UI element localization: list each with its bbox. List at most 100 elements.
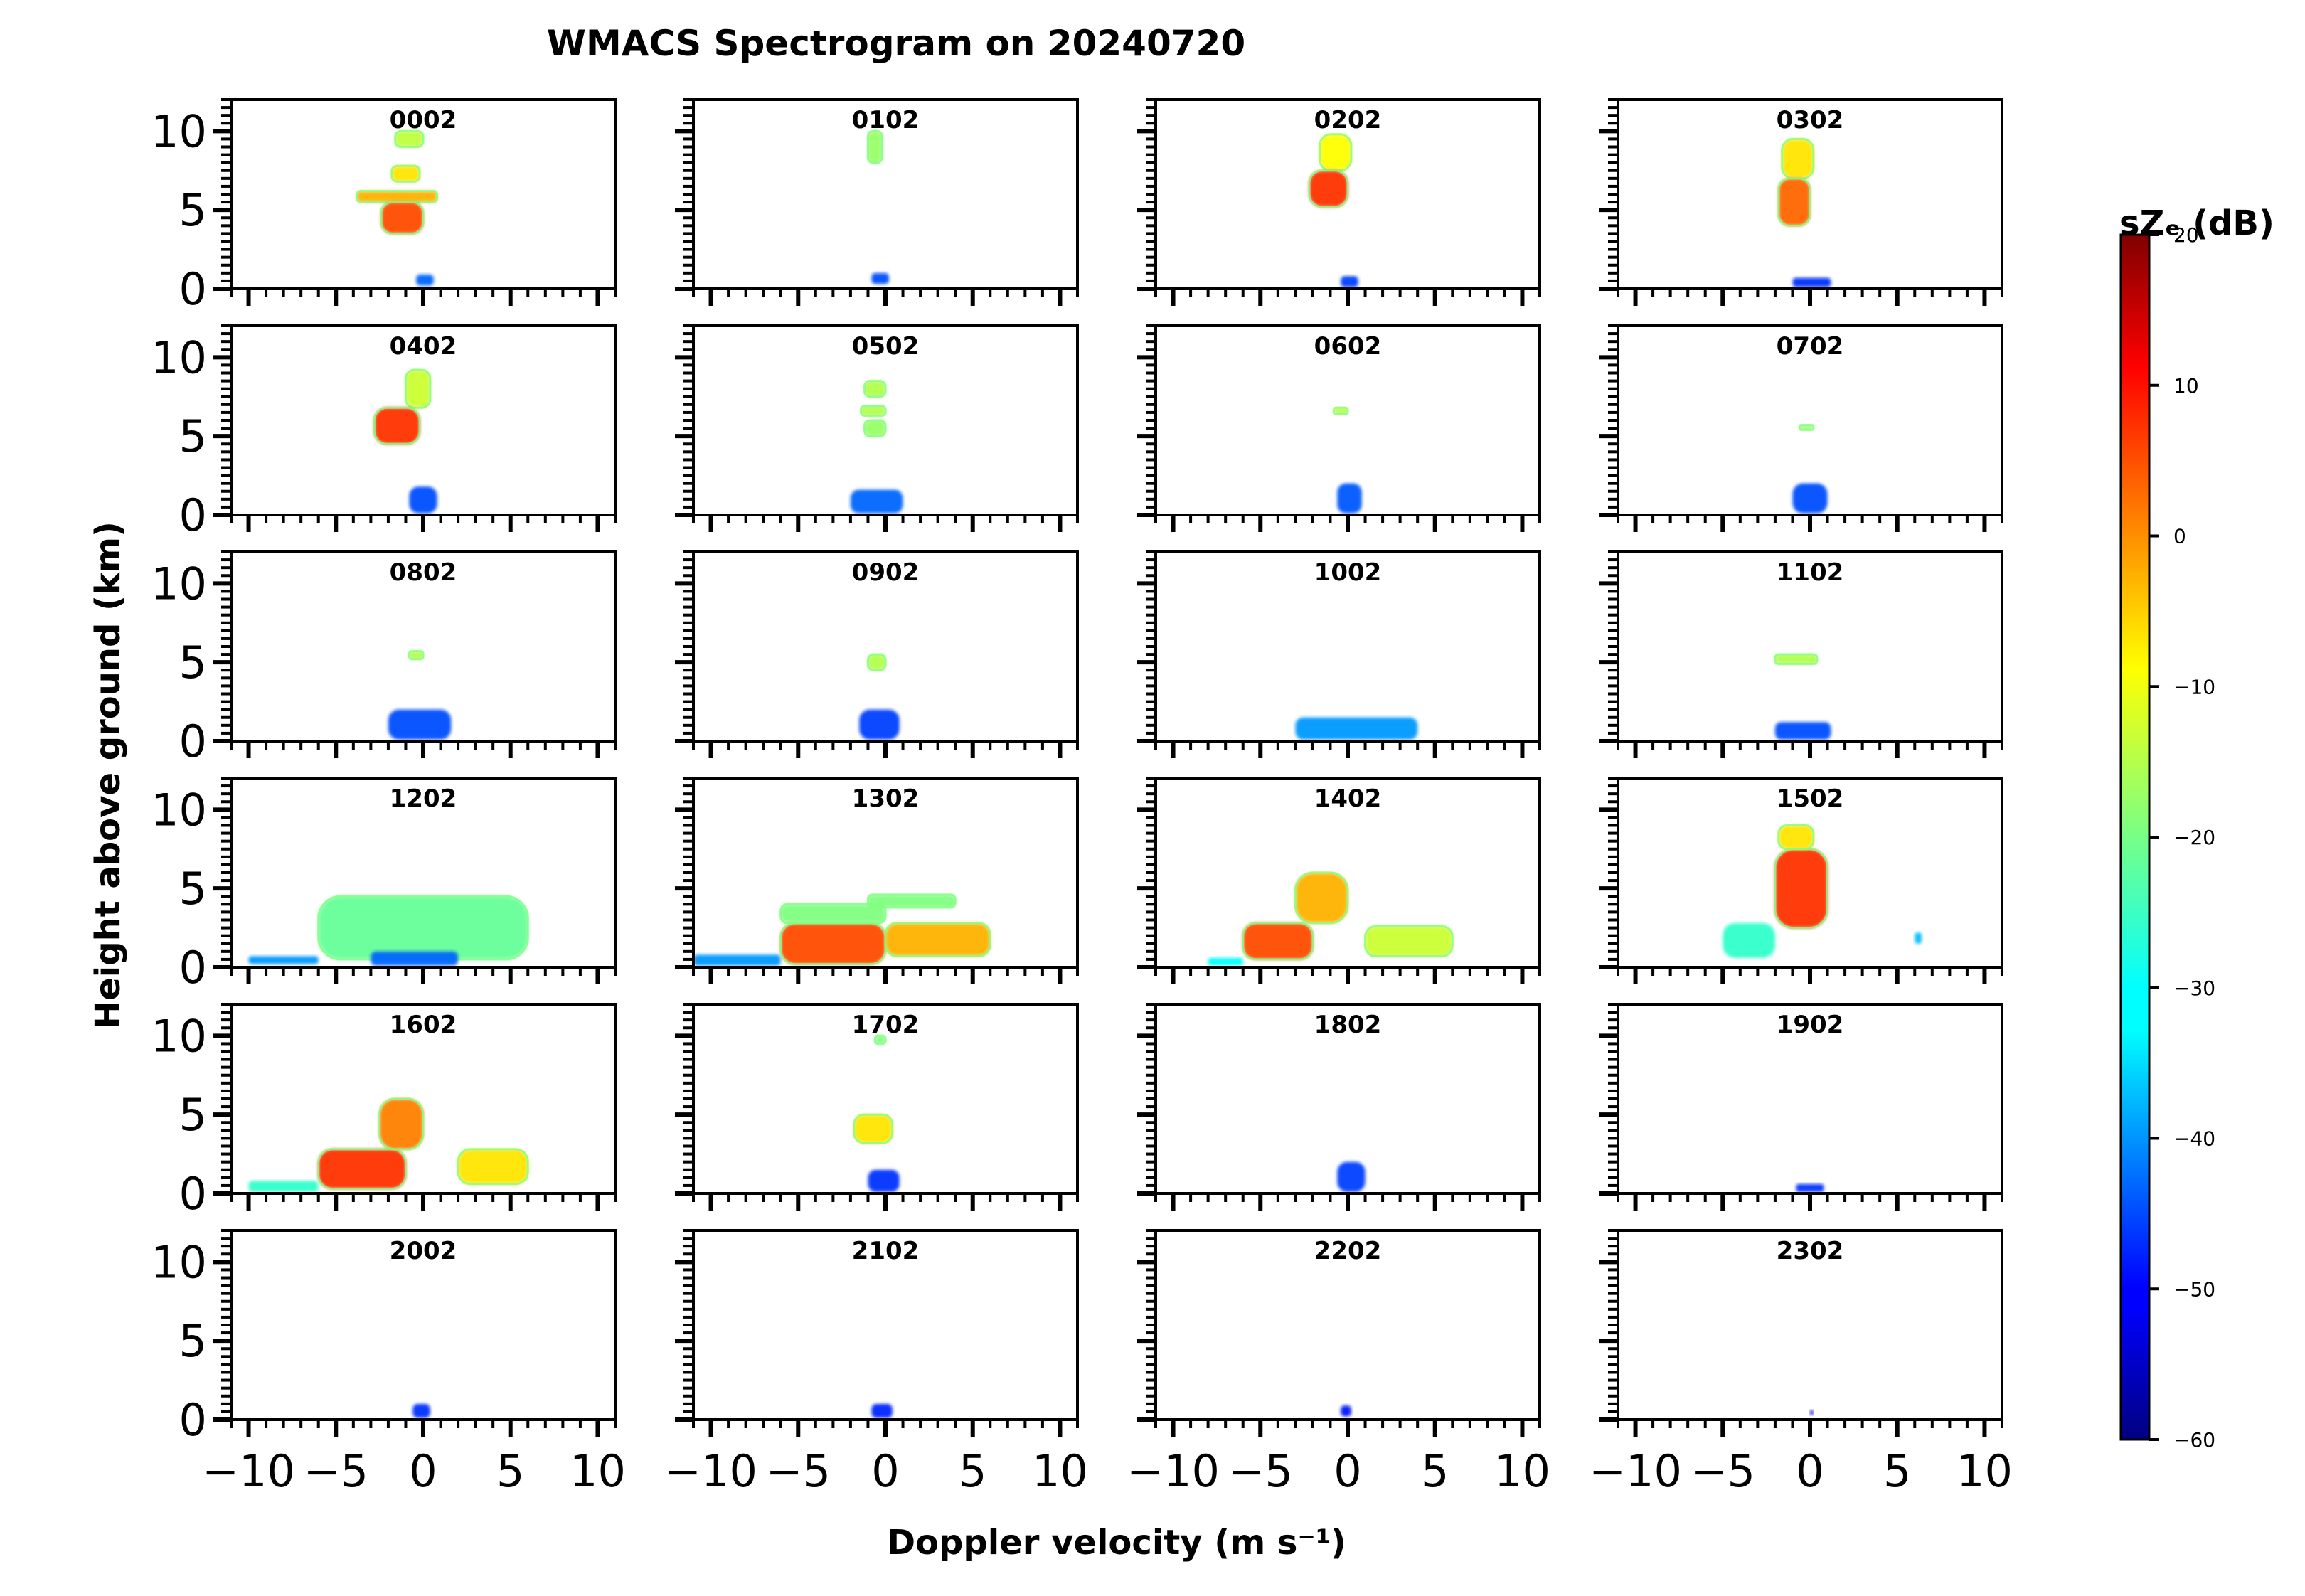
panel-data [1308, 133, 1358, 287]
spectral-edge [863, 380, 887, 398]
panel-time-label: 1302 [852, 784, 920, 813]
panel-1402: 1402 [1137, 777, 1541, 984]
y-tick-label: 5 [179, 863, 207, 915]
panel-data [248, 1097, 529, 1192]
panel-data [871, 1403, 893, 1418]
panel-data [1208, 871, 1454, 966]
panel-time-label: 0302 [1777, 106, 1844, 134]
panel-time-label: 1002 [1314, 558, 1382, 587]
x-tick-label: −10 [202, 1445, 295, 1497]
panel-data [859, 653, 900, 740]
spectral-edge [404, 368, 432, 409]
spectral-patch [409, 651, 423, 659]
panel-data [850, 380, 903, 514]
panel-1602: 1602 0 5 10 [151, 1003, 617, 1220]
spectral-patch [1365, 926, 1453, 957]
spectral-patch [868, 131, 883, 163]
spectral-patch [1295, 873, 1348, 923]
y-tick-label: 10 [151, 558, 207, 610]
panel-data [1337, 1161, 1366, 1192]
x-tick-label: −5 [766, 1445, 831, 1497]
spectral-patch [248, 956, 319, 964]
panel-1302: 1302 [675, 777, 1079, 984]
spectral-edge [860, 405, 887, 417]
spectral-patch [868, 1169, 900, 1192]
panel-1802: 1802 [1137, 1003, 1541, 1211]
panel-time-label: 0102 [852, 106, 920, 134]
panel-time-label: 0702 [1777, 332, 1844, 361]
spectral-edge [866, 893, 957, 909]
colorbar-tick-label: −30 [2173, 977, 2215, 1000]
spectral-patch [853, 1114, 893, 1144]
figure-title: WMACS Spectrogram on 20240720 [547, 23, 1245, 64]
spectral-patch [1723, 922, 1775, 958]
colorbar-tick-label: −60 [2173, 1428, 2215, 1452]
spectral-edge [873, 1034, 887, 1045]
panel-1102: 1102 [1599, 550, 2003, 758]
colorbar-tick-label: 0 [2173, 525, 2186, 548]
spectral-patch [1242, 922, 1313, 959]
panel-data [388, 650, 452, 740]
x-tick-label: −5 [304, 1445, 368, 1497]
spectral-edge [394, 129, 425, 148]
spectral-patch [1774, 654, 1817, 664]
x-tick-label: −10 [664, 1445, 757, 1497]
panel-data [412, 1403, 430, 1418]
y-tick-label: 0 [179, 715, 207, 767]
spectral-patch [780, 922, 885, 964]
spectral-edge [863, 419, 887, 437]
spectral-patch [1337, 483, 1362, 514]
spectral-patch [1341, 1405, 1351, 1417]
panel-0902: 0902 [675, 550, 1079, 758]
panel-data [853, 1034, 900, 1192]
colorbar-gradient [2119, 233, 2151, 1441]
panel-data [1810, 1410, 1814, 1415]
spectral-edge [457, 1148, 529, 1186]
spectral-edge [866, 653, 887, 671]
colorbar-tick-label: −20 [2173, 826, 2215, 849]
spectral-edge [378, 1097, 425, 1151]
y-tick-label: 10 [151, 105, 207, 157]
panel-time-label: 0402 [390, 332, 457, 361]
colorbar-tick-label: −10 [2173, 675, 2215, 698]
spectral-patch [850, 489, 903, 514]
spectral-patch [416, 275, 434, 286]
spectral-patch [381, 202, 423, 234]
panel-1002: 1002 [1137, 550, 1541, 758]
panel-time-label: 1402 [1314, 784, 1382, 813]
spectral-edge [1294, 871, 1349, 925]
panel-1902: 1902 [1599, 1003, 2003, 1211]
x-tick-label: 5 [1421, 1445, 1449, 1497]
spectral-patch [371, 951, 459, 966]
spectral-patch [248, 1181, 319, 1192]
panel-2202: 2202 −10 −5 0 5 10 [1127, 1229, 1550, 1497]
panel-time-label: 2102 [852, 1237, 920, 1265]
spectral-patch [868, 895, 956, 908]
spectral-patch [391, 166, 420, 182]
colorbar: sZₑ (dB) −60 −50 −40 −30 −20 −10 0 10 20 [2119, 203, 2274, 1452]
spectral-edge [408, 650, 425, 661]
panel-data [1723, 824, 1922, 958]
spectral-patch [1774, 722, 1831, 740]
panel-data [1796, 1183, 1824, 1192]
panel-0202: 0202 [1137, 98, 1541, 306]
spectral-patch [1774, 848, 1828, 928]
spectral-patch [374, 408, 420, 445]
spectral-patch [1796, 1183, 1824, 1192]
panel-2102: 2102 −10 −5 0 5 10 [664, 1229, 1088, 1497]
y-tick-label: 0 [179, 489, 207, 541]
panel-data [1332, 406, 1362, 514]
spectral-patch [861, 406, 885, 416]
spectral-edge [853, 1113, 894, 1144]
x-tick-label: 0 [1334, 1445, 1361, 1497]
spectral-edge [884, 922, 991, 957]
panel-1702: 1702 [675, 1003, 1079, 1211]
x-tick-label: 10 [1032, 1445, 1088, 1497]
x-tick-label: −10 [1127, 1445, 1220, 1497]
x-tick-label: −5 [1691, 1445, 1755, 1497]
panel-data [373, 368, 437, 514]
x-tick-label: 10 [1957, 1445, 2013, 1497]
spectral-patch [356, 191, 437, 203]
panel-time-label: 0002 [390, 106, 457, 134]
x-tick-label: 5 [1883, 1445, 1911, 1497]
